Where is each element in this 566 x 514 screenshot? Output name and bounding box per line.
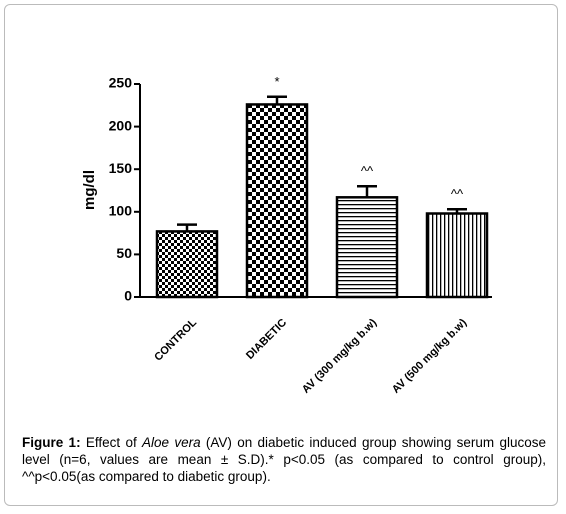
chart: mg/dl 0 50 100 150 200 250 CONTROL DIABETIC * AV … — [81, 74, 492, 396]
y-tick-label: 150 — [109, 160, 133, 176]
caption-text: (AV) on diabetic induced group showing s… — [22, 435, 546, 484]
bar — [425, 212, 489, 299]
y-tick-label: 200 — [109, 117, 133, 133]
y-tick-label: 50 — [116, 245, 132, 261]
x-tick-label: CONTROL — [152, 316, 199, 363]
x-tick-label: AV (300 mg/kg b.w) — [300, 316, 379, 395]
significance-label: * — [274, 74, 279, 89]
bar — [335, 196, 399, 299]
error-bar — [267, 95, 287, 105]
significance-label: ^^ — [361, 164, 374, 179]
caption: Figure 1: Effect of Aloe vera (AV) on di… — [22, 434, 546, 485]
x-tick-label: DIABETIC — [244, 317, 289, 362]
error-bar — [447, 207, 467, 214]
frame — [4, 4, 558, 506]
y-tick-label: 250 — [109, 75, 133, 91]
y-axis-label: mg/dl — [81, 170, 98, 210]
caption-species: Aloe vera — [142, 435, 201, 450]
error-bar — [357, 184, 377, 198]
y-tick-label: 0 — [124, 288, 132, 304]
x-tick-label: AV (500 mg/kg b.w) — [390, 316, 469, 395]
significance-label: ^^ — [451, 187, 464, 202]
bar — [155, 230, 219, 299]
caption-label: Figure 1: — [22, 435, 81, 450]
y-tick-label: 100 — [109, 203, 133, 219]
caption-text: Effect of — [80, 435, 143, 450]
error-bar — [177, 223, 197, 232]
bar — [245, 103, 309, 299]
